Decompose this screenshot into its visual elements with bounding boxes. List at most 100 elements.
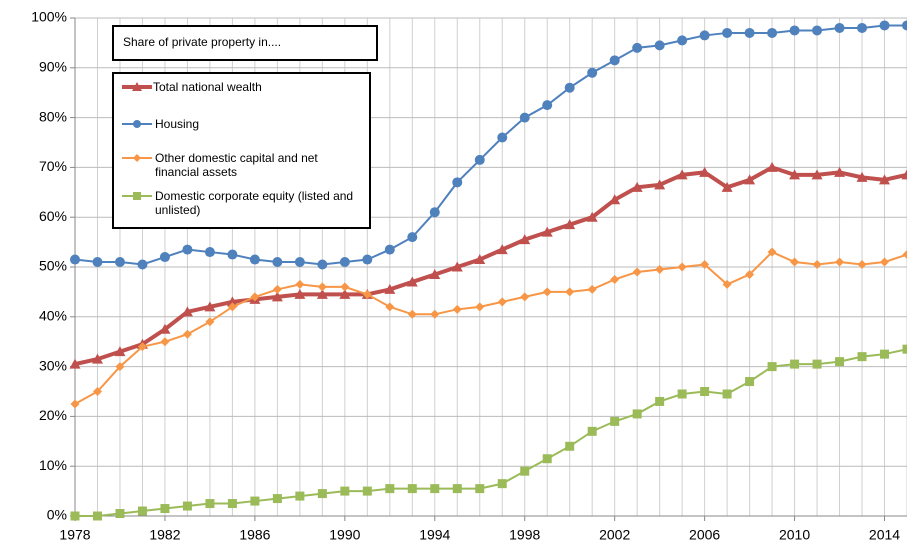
- point: [790, 359, 800, 369]
- point: [610, 274, 620, 284]
- legend-label: Domestic corporate equity (listed and un…: [155, 189, 354, 217]
- x-tick-label: 2014: [869, 527, 900, 543]
- x-tick-label: 1994: [419, 527, 450, 543]
- legend-marker: [132, 82, 142, 91]
- point: [271, 291, 283, 302]
- point: [181, 306, 193, 317]
- point: [879, 20, 890, 31]
- point: [272, 257, 283, 268]
- point: [721, 181, 733, 192]
- point: [812, 260, 822, 270]
- point: [497, 132, 508, 143]
- point: [744, 174, 756, 185]
- point: [69, 358, 81, 369]
- legend-label: Housing: [155, 117, 200, 131]
- point: [655, 264, 665, 274]
- point: [339, 257, 350, 268]
- point: [520, 292, 530, 302]
- point: [160, 504, 170, 514]
- point: [340, 486, 350, 496]
- point: [812, 25, 823, 36]
- point: [137, 259, 148, 270]
- point: [745, 269, 755, 279]
- point: [295, 491, 305, 501]
- point: [834, 22, 845, 33]
- point: [91, 353, 103, 364]
- point: [159, 252, 170, 263]
- point: [316, 288, 328, 299]
- point: [250, 496, 260, 506]
- point: [700, 387, 710, 396]
- series-line: [75, 348, 907, 517]
- point: [272, 494, 282, 504]
- point: [114, 257, 125, 268]
- point: [429, 268, 441, 279]
- point: [227, 249, 238, 260]
- point: [700, 260, 710, 270]
- point: [565, 287, 575, 297]
- point: [92, 257, 103, 268]
- point: [204, 247, 215, 258]
- x-tick-label: 2006: [689, 527, 720, 543]
- point: [339, 288, 351, 299]
- point: [340, 282, 350, 292]
- point: [227, 499, 237, 509]
- point: [362, 254, 373, 265]
- y-tick-label: 80%: [39, 108, 67, 124]
- legend-box: [112, 72, 371, 229]
- y-tick-label: 50%: [39, 258, 67, 274]
- point: [294, 257, 305, 268]
- point: [407, 309, 417, 319]
- point: [564, 82, 575, 93]
- y-tick-label: 90%: [39, 59, 67, 75]
- point: [496, 244, 508, 255]
- point: [699, 30, 710, 41]
- point: [880, 257, 890, 267]
- point: [745, 377, 755, 387]
- x-tick-label: 1982: [149, 527, 180, 543]
- point: [205, 317, 215, 327]
- point: [610, 416, 620, 426]
- point: [879, 174, 891, 185]
- point: [407, 484, 417, 494]
- point: [699, 166, 711, 177]
- point: [362, 486, 372, 496]
- point: [564, 219, 576, 230]
- point: [385, 484, 395, 494]
- point: [317, 259, 328, 270]
- point: [182, 329, 192, 339]
- point: [384, 283, 396, 294]
- point: [519, 112, 530, 123]
- y-tick-label: 30%: [39, 357, 67, 373]
- point: [317, 282, 327, 292]
- point: [857, 260, 867, 270]
- point: [520, 466, 530, 476]
- point: [677, 35, 688, 46]
- point: [789, 25, 800, 36]
- point: [811, 169, 823, 180]
- point: [676, 169, 688, 180]
- point: [880, 349, 890, 359]
- point: [294, 288, 306, 299]
- point: [677, 389, 687, 399]
- point: [250, 292, 260, 302]
- point: [474, 254, 486, 265]
- point: [160, 337, 170, 347]
- point: [565, 441, 575, 451]
- point: [834, 166, 846, 177]
- point: [835, 257, 845, 267]
- point: [452, 177, 463, 188]
- point: [835, 357, 845, 367]
- point: [204, 301, 216, 312]
- point: [587, 284, 597, 294]
- point: [856, 171, 868, 182]
- point: [767, 362, 777, 372]
- point: [542, 454, 552, 464]
- point: [542, 100, 553, 111]
- x-tick-label: 1978: [59, 527, 90, 543]
- y-tick-label: 100%: [31, 9, 67, 25]
- point: [677, 262, 687, 272]
- legend-marker: [133, 154, 141, 162]
